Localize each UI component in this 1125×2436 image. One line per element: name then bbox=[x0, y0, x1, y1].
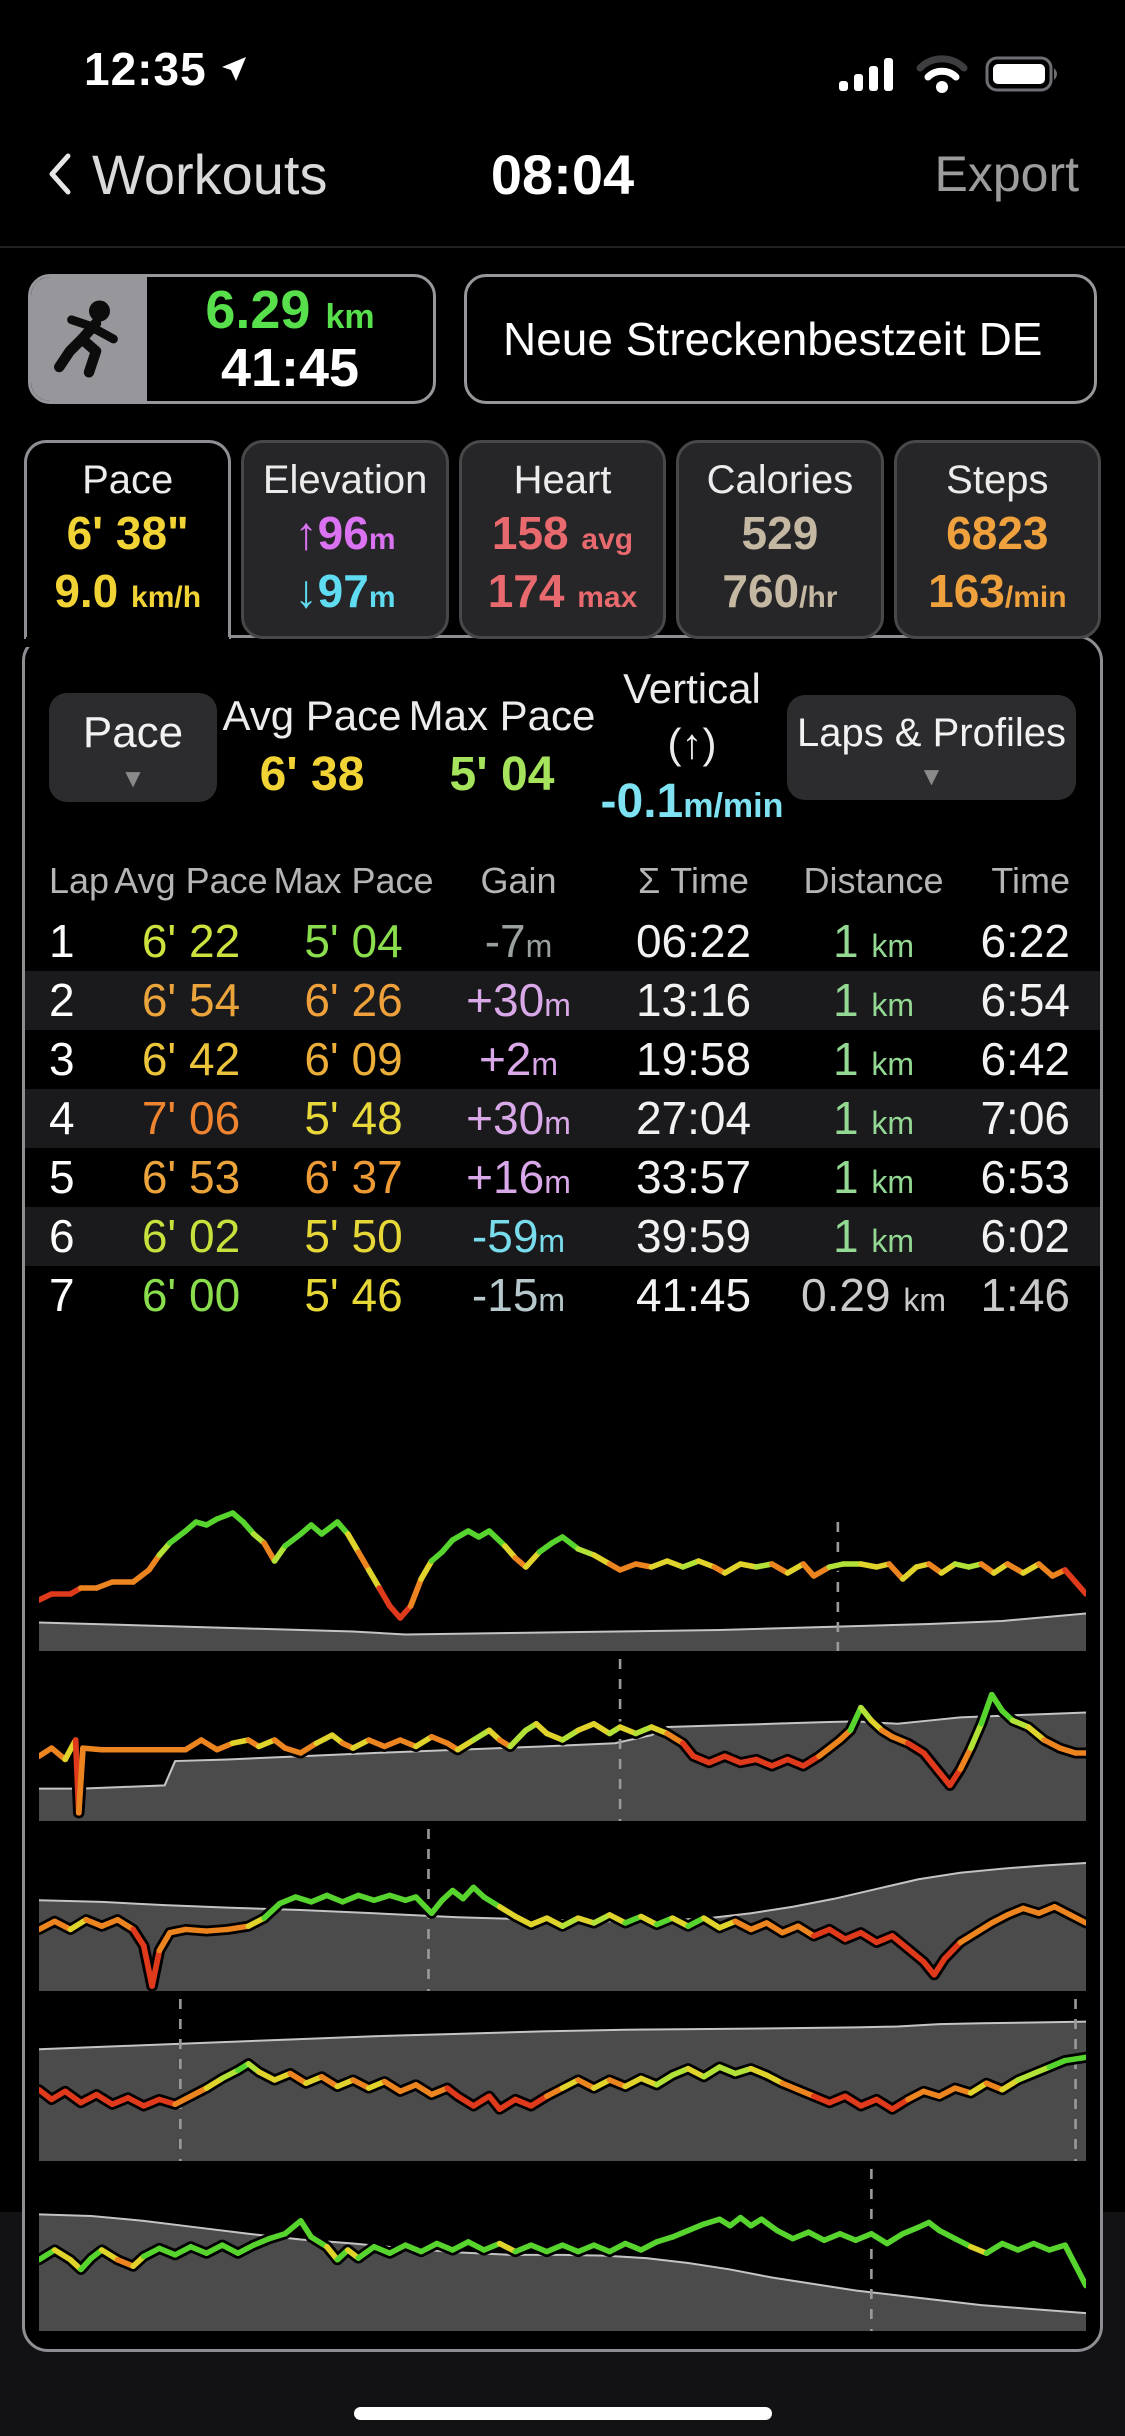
tab-elevation[interactable]: Elevation ↑96m ↓97m bbox=[241, 440, 449, 639]
lap-row[interactable]: 4 7' 06 5' 48 +30m 27:04 1 km 7:06 bbox=[25, 1088, 1100, 1148]
home-indicator[interactable] bbox=[353, 2407, 772, 2420]
tab-calories-total: 529 bbox=[741, 507, 819, 559]
lap-profile-charts bbox=[25, 1325, 1100, 2343]
cellular-signal-icon bbox=[839, 58, 893, 91]
lap-row[interactable]: 1 6' 22 5' 04 -7m 06:22 1 km 6:22 bbox=[49, 915, 1070, 968]
page-title: 08:04 bbox=[490, 142, 635, 206]
profile-strip-3[interactable] bbox=[39, 1828, 1086, 1991]
tab-heart-avg: 158 avg bbox=[491, 507, 634, 559]
chevron-left-icon bbox=[49, 153, 71, 195]
max-pace-stat: Max Pace 5' 04 bbox=[408, 692, 596, 801]
tab-steps[interactable]: Steps 6823 163/min bbox=[893, 440, 1102, 639]
laps-profiles-dropdown[interactable]: Laps & Profiles ▼ bbox=[786, 695, 1076, 801]
export-button[interactable]: Export bbox=[934, 146, 1079, 202]
metric-dropdown[interactable]: Pace ▼ bbox=[49, 693, 217, 803]
tab-elevation-loss: ↓97m bbox=[294, 564, 396, 617]
tab-steps-label: Steps bbox=[946, 458, 1049, 502]
summary-distance: 6.29 km bbox=[205, 279, 375, 340]
lap-row[interactable]: 3 6' 42 6' 09 +2m 19:58 1 km 6:42 bbox=[49, 1033, 1070, 1086]
nav-bar: 08:04 Workouts Export bbox=[0, 108, 1125, 240]
tab-heart-label: Heart bbox=[513, 458, 612, 502]
tab-steps-total: 6823 bbox=[946, 507, 1049, 559]
summary-duration: 41:45 bbox=[220, 338, 360, 398]
profile-strip-5[interactable] bbox=[39, 2168, 1086, 2331]
status-bar: 12:35 bbox=[0, 0, 1125, 108]
tab-pace-value1: 6' 38" bbox=[66, 507, 189, 559]
profile-strip-1[interactable] bbox=[39, 1351, 1086, 1651]
lap-table: 1 6' 22 5' 04 -7m 06:22 1 km 6:22 2 6' 54 6' 26 +3… bbox=[25, 912, 1100, 1325]
nav-divider bbox=[0, 246, 1125, 248]
lap-row[interactable]: 5 6' 53 6' 37 +16m 33:57 1 km 6:53 bbox=[49, 1151, 1070, 1204]
profile-strip-2[interactable] bbox=[39, 1658, 1086, 1821]
metric-tabs: Pace 6' 38" 9.0 km/h Elevation ↑96m ↓97m… bbox=[0, 440, 1125, 647]
battery-icon bbox=[985, 56, 1057, 92]
chevron-down-icon: ▼ bbox=[918, 761, 945, 792]
tab-heart-max: 174 max bbox=[487, 564, 638, 617]
tab-calories-rate: 760/hr bbox=[722, 564, 838, 617]
avg-pace-stat: Avg Pace 6' 38 bbox=[222, 692, 402, 801]
tab-elevation-label: Elevation bbox=[262, 458, 428, 502]
tab-steps-rate: 163/min bbox=[928, 564, 1067, 617]
tab-pace-value2: 9.0 km/h bbox=[54, 564, 202, 617]
location-arrow-icon bbox=[221, 57, 246, 81]
tab-heart[interactable]: Heart 158 avg 174 max bbox=[458, 440, 667, 639]
lap-row[interactable]: 6 6' 02 5' 50 -59m 39:59 1 km 6:02 bbox=[25, 1206, 1100, 1266]
back-button[interactable]: Workouts bbox=[46, 142, 327, 207]
chevron-down-icon: ▼ bbox=[120, 763, 146, 794]
workout-summary-card[interactable]: 6.29 km 41:45 bbox=[28, 274, 436, 404]
profile-strip-4[interactable] bbox=[39, 1998, 1086, 2161]
pace-detail-panel: Pace ▼ Avg Pace 6' 38 Max Pace 5' 04 Ver… bbox=[22, 635, 1103, 2352]
back-button-label: Workouts bbox=[92, 142, 328, 206]
runner-icon bbox=[54, 300, 118, 378]
lap-row[interactable]: 2 6' 54 6' 26 +30m 13:16 1 km 6:54 bbox=[25, 970, 1100, 1030]
tab-pace-label: Pace bbox=[82, 458, 174, 502]
workout-summary: 6.29 km 41:45 Neue Streckenbestzeit DE bbox=[0, 248, 1125, 424]
tab-elevation-gain: ↑96m bbox=[294, 507, 396, 559]
lap-row[interactable]: 7 6' 00 5' 46 -15m 41:45 0.29 km 1:46 bbox=[49, 1269, 1070, 1322]
tab-pace[interactable]: Pace 6' 38" 9.0 km/h bbox=[24, 440, 232, 647]
lap-table-header: Lap Avg Pace Max Pace Gain Σ Time Distan… bbox=[49, 859, 1070, 901]
vertical-stat: Vertical (↑) -0.1m/min bbox=[600, 665, 784, 829]
summary-metrics: 6.29 km 41:45 bbox=[147, 277, 433, 401]
tab-calories[interactable]: Calories 529 760/hr bbox=[676, 440, 884, 639]
wifi-icon bbox=[916, 55, 968, 93]
clock: 12:35 bbox=[84, 43, 207, 95]
activity-type-tile bbox=[31, 277, 147, 401]
workout-name-field[interactable]: Neue Streckenbestzeit DE bbox=[464, 274, 1097, 404]
chart-controls: Pace ▼ Avg Pace 6' 38 Max Pace 5' 04 Ver… bbox=[25, 638, 1100, 844]
tab-calories-label: Calories bbox=[706, 458, 854, 502]
summary-distance-unit: km bbox=[325, 297, 375, 336]
